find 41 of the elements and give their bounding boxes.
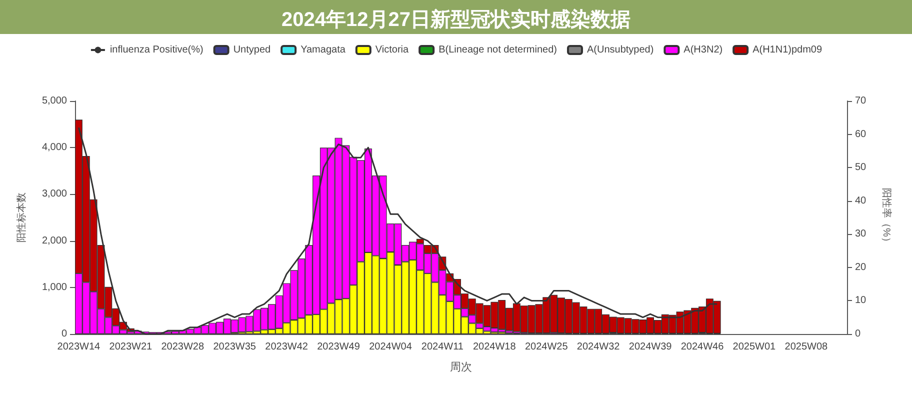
y-tick-label: 0 <box>61 328 68 340</box>
chart-title: 2024年12月27日新型冠状实时感染数据 <box>282 8 630 31</box>
y2-tick-label: 10 <box>855 295 867 306</box>
y2-tick-label: 70 <box>855 96 867 106</box>
x-tick-label: 2024W32 <box>576 342 620 352</box>
y2-tick-label: 20 <box>855 262 867 273</box>
y-axis-title: 阳性标本数 <box>16 192 28 242</box>
y-tick-label: 1,000 <box>42 282 68 293</box>
x-tick-label: 2023W35 <box>213 342 256 352</box>
legend-label: Yamagata <box>300 44 346 56</box>
x-axis-title: 周次 <box>450 362 472 374</box>
y-tick-label: 3,000 <box>42 188 68 200</box>
y2-axis-title: 阳性率（%） <box>880 188 892 247</box>
x-tick-label: 2023W28 <box>161 342 204 352</box>
y-tick-label: 4,000 <box>42 142 68 154</box>
legend-label: B(Lineage not determined) <box>438 44 557 56</box>
x-tick-label: 2024W04 <box>369 342 412 352</box>
legend-label: A(H3N2) <box>684 44 723 56</box>
x-tick-label: 2024W11 <box>421 342 464 352</box>
legend-label: Untyped <box>233 44 271 56</box>
x-tick-label: 2025W01 <box>732 342 776 352</box>
x-tick-label: 2023W42 <box>265 342 308 352</box>
x-tick-label: 2023W14 <box>57 342 101 352</box>
x-tick-label: 2024W39 <box>628 342 672 352</box>
legend-label: A(H1N1)pdm09 <box>752 44 822 56</box>
legend-label: influenza Positive(%) <box>110 44 204 56</box>
y2-tick-label: 0 <box>855 328 861 340</box>
x-tick-label: 2024W18 <box>473 342 516 352</box>
y-tick-label: 2,000 <box>42 235 68 246</box>
legend-label: Victoria <box>375 44 410 56</box>
y2-tick-label: 30 <box>855 228 867 240</box>
x-tick-label: 2025W08 <box>784 342 828 352</box>
y2-tick-label: 60 <box>855 128 867 140</box>
y-tick-label: 5,000 <box>42 96 68 106</box>
y2-tick-label: 50 <box>855 162 867 174</box>
x-tick-label: 2023W49 <box>317 342 360 352</box>
legend-label: A(Unsubtyped) <box>586 44 654 56</box>
x-tick-label: 2024W25 <box>524 342 568 352</box>
y2-tick-label: 40 <box>855 195 867 206</box>
x-tick-label: 2024W46 <box>680 342 724 352</box>
x-tick-label: 2023W21 <box>109 342 153 352</box>
